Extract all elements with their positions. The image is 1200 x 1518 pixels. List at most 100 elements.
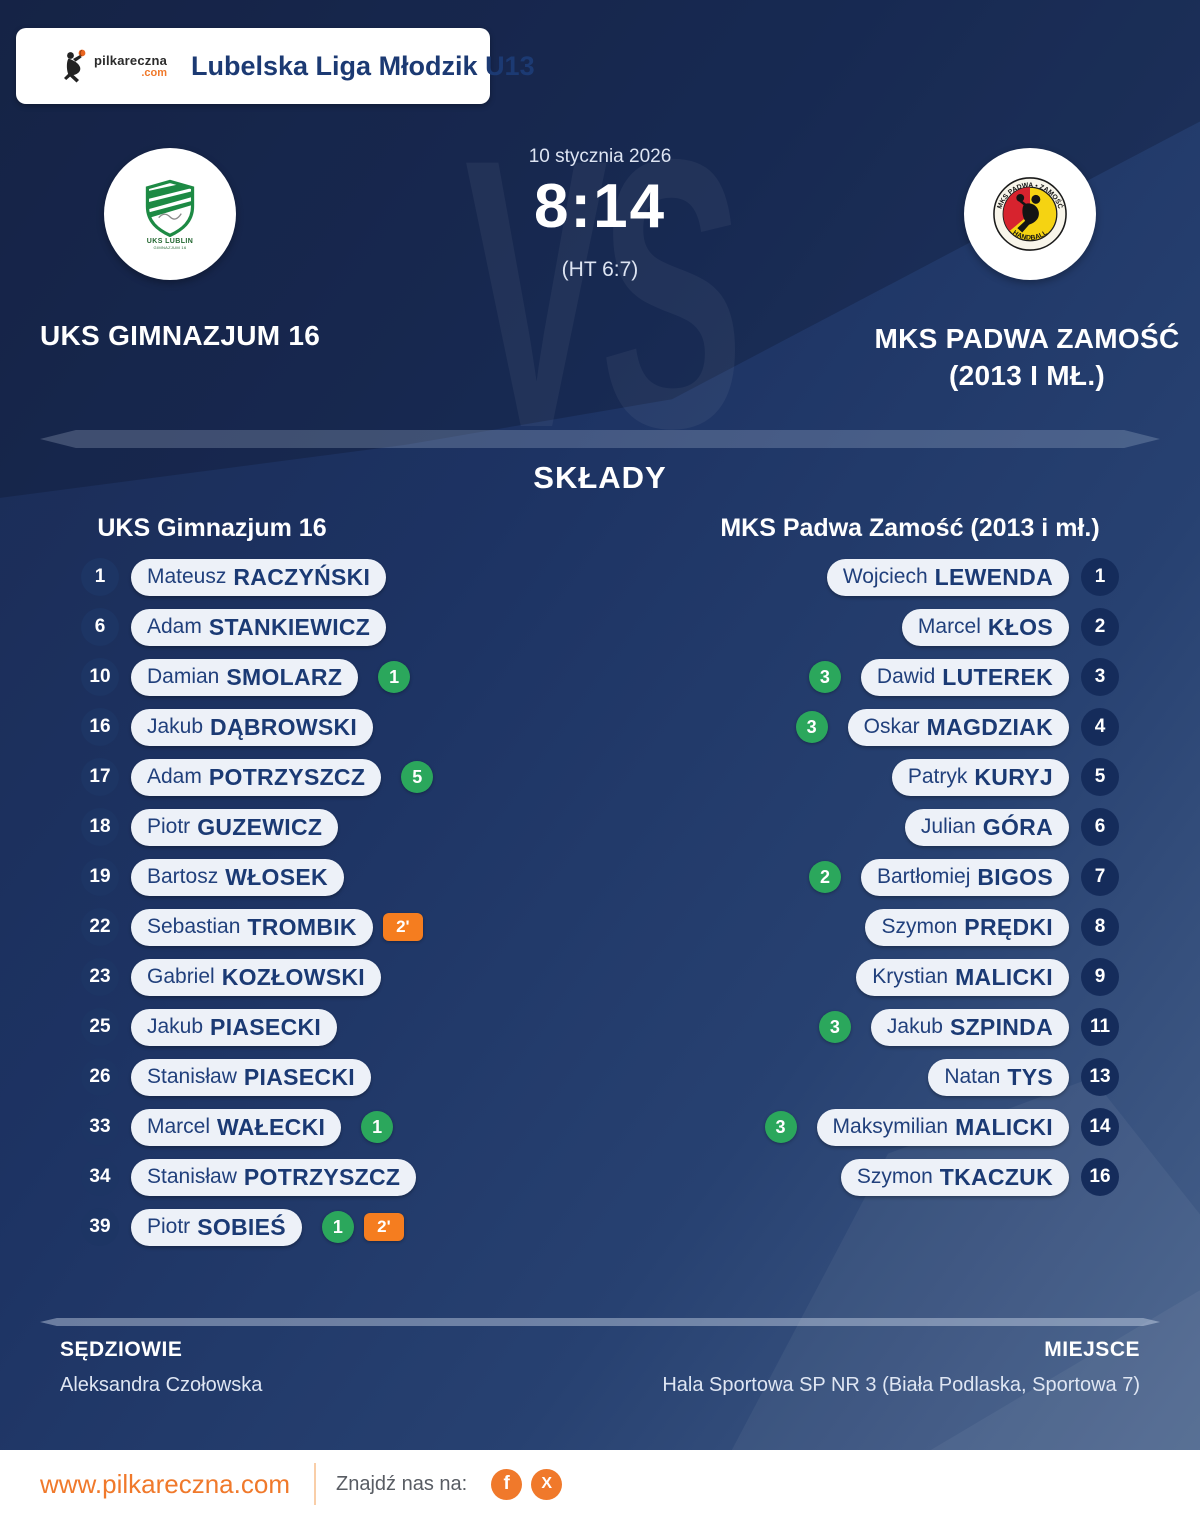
player-name-pill: Patryk KURYJ xyxy=(891,758,1069,796)
player-number: 22 xyxy=(81,908,119,946)
player-first-name: Gabriel xyxy=(147,965,215,988)
player-name-pill: Mateusz RACZYŃSKI xyxy=(131,558,387,596)
player-name-pill: Gabriel KOZŁOWSKI xyxy=(131,958,381,996)
social-icons: f X xyxy=(491,1468,563,1500)
player-row: 5 Patryk KURYJ xyxy=(600,752,1200,802)
player-name-pill: Dawid LUTEREK xyxy=(860,658,1069,696)
player-name-pill: Wojciech LEWENDA xyxy=(826,558,1069,596)
player-row: 17 Adam POTRZYSZCZ 5 xyxy=(0,752,600,802)
goals-badge: 5 xyxy=(401,761,434,793)
player-number: 17 xyxy=(81,758,119,796)
player-first-name: Marcel xyxy=(147,1115,211,1138)
player-row: 10 Damian SMOLARZ 1 xyxy=(0,652,600,702)
player-row: 6 Adam STANKIEWICZ xyxy=(0,602,600,652)
player-number: 6 xyxy=(1081,808,1119,846)
player-first-name: Adam xyxy=(147,765,202,788)
player-last-name: LEWENDA xyxy=(934,563,1053,590)
player-row: 34 Stanisław POTRZYSZCZ xyxy=(0,1152,600,1202)
player-name-pill: Stanisław PIASECKI xyxy=(131,1058,371,1096)
player-last-name: POTRZYSZCZ xyxy=(243,1163,401,1190)
player-row: 16 Szymon TKACZUK xyxy=(600,1152,1200,1202)
facebook-icon[interactable]: f xyxy=(491,1468,523,1500)
match-score: 8:14 xyxy=(533,172,667,241)
player-name-pill: Piotr GUZEWICZ xyxy=(131,808,339,846)
player-name-pill: Jakub DĄBROWSKI xyxy=(131,708,374,746)
home-team-logo: UKS LUBLIN GIMNAZJUM 16 xyxy=(104,148,236,280)
player-row: 39 Piotr SOBIEŚ 1 2' xyxy=(0,1202,600,1252)
player-last-name: TKACZUK xyxy=(939,1163,1053,1190)
player-number: 7 xyxy=(1081,858,1119,896)
player-row: 1 Mateusz RACZYŃSKI xyxy=(0,552,600,602)
player-first-name: Bartłomiej xyxy=(877,865,971,888)
player-first-name: Stanisław xyxy=(147,1165,237,1188)
pilkareczna-logo: pilkareczna .com xyxy=(60,48,167,84)
handball-player-icon xyxy=(60,48,90,84)
player-name-pill: Marcel KŁOS xyxy=(901,608,1069,646)
player-last-name: GUZEWICZ xyxy=(197,813,323,840)
bottom-bar-separator xyxy=(313,1463,316,1505)
player-first-name: Natan xyxy=(944,1065,1001,1088)
player-row: 11 Jakub SZPINDA 3 xyxy=(600,1002,1200,1052)
player-row: 25 Jakub PIASECKI xyxy=(0,1002,600,1052)
brand-name: pilkareczna xyxy=(94,52,168,68)
player-name-pill: Szymon TKACZUK xyxy=(840,1158,1069,1196)
player-number: 14 xyxy=(1081,1108,1119,1146)
player-first-name: Dawid xyxy=(876,665,936,688)
player-number: 6 xyxy=(81,608,119,646)
player-last-name: MALICKI xyxy=(955,963,1053,990)
player-number: 13 xyxy=(1081,1058,1119,1096)
home-team-name: UKS GIMNAZJUM 16 xyxy=(40,320,321,351)
player-name-pill: Marcel WAŁECKI xyxy=(131,1108,342,1146)
player-row: 3 Dawid LUTEREK 3 xyxy=(600,652,1200,702)
player-name-pill: Krystian MALICKI xyxy=(856,958,1069,996)
away-team-name-line1: MKS PADWA ZAMOŚĆ xyxy=(874,323,1180,354)
venue-block: MIEJSCE Hala Sportowa SP NR 3 (Biała Pod… xyxy=(662,1338,1140,1397)
x-icon[interactable]: X xyxy=(531,1468,563,1500)
player-first-name: Krystian xyxy=(872,965,949,988)
player-name-pill: Stanisław POTRZYSZCZ xyxy=(131,1158,417,1196)
player-row: 9 Krystian MALICKI xyxy=(600,952,1200,1002)
referees-value: Aleksandra Czołowska xyxy=(60,1374,263,1396)
player-last-name: RACZYŃSKI xyxy=(233,563,371,590)
player-last-name: TROMBIK xyxy=(247,913,357,940)
player-last-name: MALICKI xyxy=(955,1113,1053,1140)
referees-block: SĘDZIOWIE Aleksandra Czołowska xyxy=(60,1338,262,1397)
player-number: 3 xyxy=(1081,658,1119,696)
player-row: 22 Sebastian TROMBIK 2' xyxy=(0,902,600,952)
away-team-name-line2: (2013 I MŁ.) xyxy=(948,360,1106,391)
goals-badge: 1 xyxy=(361,1111,394,1143)
home-crest-caption-sub: GIMNAZJUM 16 xyxy=(153,244,187,250)
website-link[interactable]: www.pilkareczna.com xyxy=(40,1468,290,1499)
player-number: 33 xyxy=(81,1108,119,1146)
section-divider-bottom xyxy=(40,1318,1160,1326)
player-number: 19 xyxy=(81,858,119,896)
player-first-name: Piotr xyxy=(147,815,191,838)
player-row: 7 Bartłomiej BIGOS 2 xyxy=(600,852,1200,902)
card-badge: 2' xyxy=(363,1213,404,1241)
halftime-score: (HT 6:7) xyxy=(561,258,639,281)
player-number: 25 xyxy=(81,1008,119,1046)
section-divider-top xyxy=(40,430,1160,448)
player-first-name: Stanisław xyxy=(147,1065,237,1088)
player-last-name: POTRZYSZCZ xyxy=(208,763,366,790)
player-name-pill: Piotr SOBIEŚ xyxy=(131,1208,302,1246)
player-first-name: Patryk xyxy=(907,765,968,788)
player-last-name: STANKIEWICZ xyxy=(208,613,371,640)
player-first-name: Jakub xyxy=(147,1015,204,1038)
player-first-name: Bartosz xyxy=(147,865,219,888)
player-last-name: KURYJ xyxy=(974,763,1053,790)
player-number: 18 xyxy=(81,808,119,846)
player-name-pill: Jakub SZPINDA xyxy=(870,1008,1069,1046)
player-first-name: Jakub xyxy=(886,1015,943,1038)
player-last-name: BIGOS xyxy=(977,863,1053,890)
away-team-name: MKS PADWA ZAMOŚĆ (2013 I MŁ.) xyxy=(872,320,1182,394)
player-first-name: Adam xyxy=(147,615,202,638)
away-crest-icon: MKS PADWA • ZAMOŚĆ HANDBALL xyxy=(992,176,1068,252)
player-name-pill: Bartłomiej BIGOS xyxy=(861,858,1069,896)
find-us-label: Znajdź nas na: xyxy=(335,1472,468,1495)
player-number: 16 xyxy=(81,708,119,746)
home-crest-icon xyxy=(144,179,196,237)
player-last-name: KŁOS xyxy=(987,613,1053,640)
bottom-bar: www.pilkareczna.com Znajdź nas na: f X xyxy=(0,1450,1200,1518)
player-row: 23 Gabriel KOZŁOWSKI xyxy=(0,952,600,1002)
